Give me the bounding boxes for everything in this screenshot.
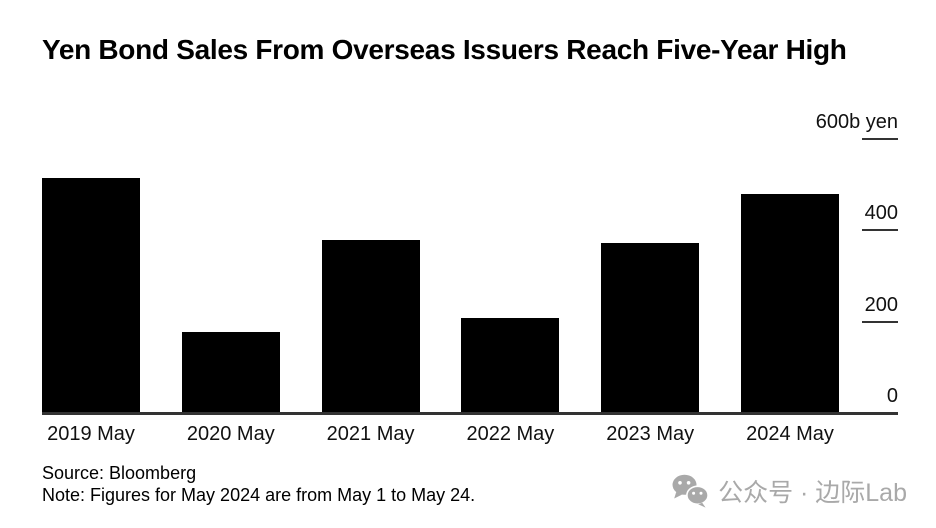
bar-2023-may: [601, 242, 700, 413]
bar-2019-may: [42, 177, 140, 413]
watermark-text: 公众号 · 边际Lab: [718, 479, 907, 507]
watermark: 公众号 · 边际Lab: [671, 473, 907, 509]
y-tick-label-0: 0: [886, 385, 898, 407]
y-tick-label-200: 200: [864, 293, 898, 316]
x-label-2020-may: 2020 May: [186, 423, 275, 445]
bar-2020-may: [181, 331, 280, 413]
chart-title: Yen Bond Sales From Overseas Issuers Rea…: [42, 34, 847, 65]
bar-2024-may: [741, 193, 839, 413]
x-label-2024-may: 2024 May: [746, 423, 834, 445]
bar-2022-may: [461, 318, 560, 413]
y-tick-mark-200: [862, 320, 898, 323]
x-axis-baseline: [42, 412, 898, 415]
wechat-icon: [672, 474, 709, 508]
y-tick-label-400: 400: [864, 202, 898, 225]
source-text: Source: Bloomberg: [42, 463, 197, 483]
y-tick-label-600: 600b yen: [815, 111, 898, 133]
x-label-2019-may: 2019 May: [47, 423, 135, 445]
x-label-2021-may: 2021 May: [326, 423, 415, 445]
note-text: Note: Figures for May 2024 are from May …: [42, 485, 476, 505]
footer: Source: Bloomberg Note: Figures for May …: [42, 462, 475, 506]
bar-2021-may: [321, 240, 420, 413]
y-tick-mark-600: [862, 138, 898, 140]
y-tick-mark-400: [862, 229, 898, 232]
x-label-2023-may: 2023 May: [606, 423, 695, 445]
x-label-2022-may: 2022 May: [466, 423, 555, 445]
